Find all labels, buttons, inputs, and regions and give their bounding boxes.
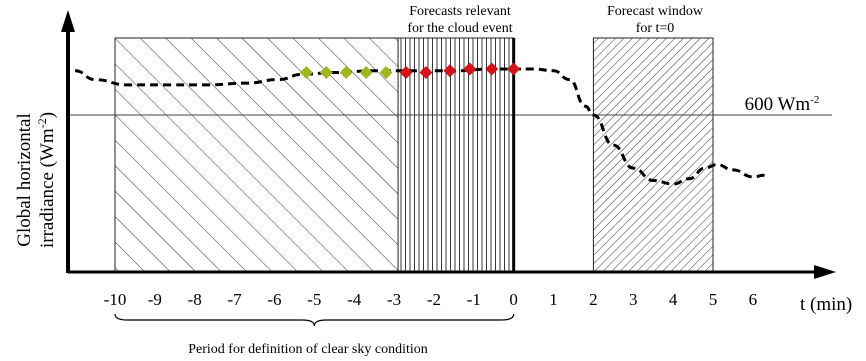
x-tick-label: -10 [104,290,127,309]
past-forecast-point [339,66,353,80]
x-tick-label: 6 [749,290,758,309]
past-forecast-point [299,66,313,80]
x-tick-label: -7 [228,290,243,309]
relevant-forecast-point [443,64,457,78]
forecast-window-label-line1: Forecast window [607,4,704,19]
clear-sky-brace [114,313,515,327]
relevant-forecast-point [419,66,433,80]
x-tick-label: -9 [148,290,162,309]
x-tick-labels: -10 -9 -8 -7 -6 -5 -4 -3 -2 -1 0 1 2 3 4 5 6 [104,290,757,309]
x-axis-arrow [814,265,836,279]
y-axis-label-sup: -2 [35,118,49,128]
relevant-forecasts-hatch [398,38,514,272]
past-forecast-point [359,66,373,80]
relevant-forecast-point [399,66,413,80]
x-tick-label: 3 [629,290,638,309]
y-axis-label-end: ) [37,112,58,118]
y-axis-label: Global horizontal irradiance (Wm-2) [14,112,58,248]
x-tick-label: 4 [669,290,678,309]
x-tick-label: -4 [347,290,362,309]
forecast-window-hatch [593,38,713,272]
x-tick-label: -1 [467,290,481,309]
x-axis-label: t (min) [800,294,852,315]
forecast-points-group [299,62,521,80]
x-tick-label: 0 [509,290,518,309]
irradiance-curve [74,67,765,186]
past-forecast-point [319,66,333,80]
threshold-label-sup: -2 [810,94,819,106]
x-tick-label: 5 [709,290,718,309]
x-tick-label: 2 [589,290,598,309]
threshold-label-text: 600 Wm [745,94,811,115]
relevant-forecast-point [463,62,477,76]
x-tick-label: -2 [427,290,441,309]
y-axis-label-line2-text: irradiance (Wm [37,128,58,248]
x-tick-label: 1 [549,290,558,309]
threshold-label: 600 Wm-2 [745,94,820,115]
relevant-label-line2: for the cloud event [407,21,512,36]
forecast-window-label-line2: for t=0 [636,21,675,36]
relevant-forecast-point [507,62,521,76]
relevant-forecast-point [485,62,499,76]
x-tick-label: -3 [387,290,401,309]
y-axis-label-line2: irradiance (Wm-2) [35,112,58,248]
y-axis-label-line1: Global horizontal [14,113,35,247]
clear-sky-period-label: Period for definition of clear sky condi… [188,342,428,357]
past-forecast-point [379,66,393,80]
relevant-label-line1: Forecasts relevant [409,4,511,19]
x-tick-label: -6 [267,290,281,309]
y-axis-arrow [61,10,75,32]
x-tick-label: -5 [307,290,321,309]
x-tick-label: -8 [188,290,202,309]
